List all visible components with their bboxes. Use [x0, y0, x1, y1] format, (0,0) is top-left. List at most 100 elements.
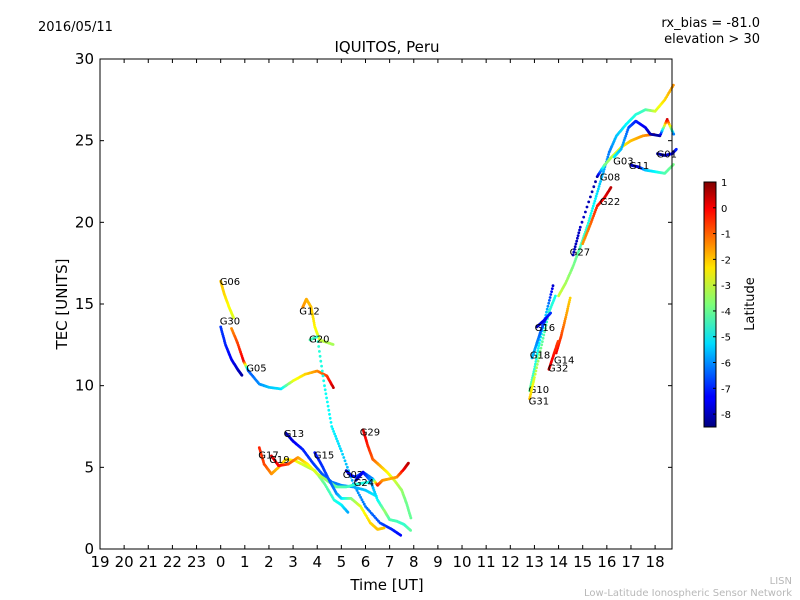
series-G20: G20: [308, 334, 403, 537]
series-label: G10: [529, 385, 549, 396]
data-point: [625, 130, 629, 134]
series-label: G15: [314, 450, 334, 461]
data-point: [339, 447, 342, 450]
data-point: [360, 498, 364, 502]
y-tick-label: 5: [84, 458, 94, 476]
data-point: [551, 284, 555, 288]
data-point: [334, 434, 337, 438]
footer-org: LISN: [769, 576, 792, 587]
x-tick-label: 19: [90, 553, 109, 571]
data-point: [530, 388, 533, 392]
data-point: [566, 307, 570, 310]
data-point: [539, 346, 543, 350]
data-point: [330, 425, 334, 428]
data-point: [356, 491, 360, 495]
data-point: [382, 526, 386, 530]
data-point: [537, 344, 541, 348]
data-point: [546, 304, 550, 308]
data-point: [580, 220, 584, 224]
data-point: [550, 290, 553, 293]
data-point: [601, 172, 605, 176]
data-point: [568, 296, 572, 300]
data-point: [336, 439, 339, 443]
data-point: [598, 182, 602, 186]
series-label: G11: [629, 161, 649, 172]
data-point: [543, 330, 546, 334]
data-point: [565, 309, 569, 313]
y-tick-label: 0: [84, 540, 94, 558]
series-G27: G27: [557, 83, 675, 298]
data-point: [622, 141, 625, 144]
axes: 19 20 21 22 23 0 1 2 3 4 5 6 7 8 9 10 11 12 13 14 15 16 17 1805…: [75, 50, 673, 571]
data-point: [597, 185, 601, 188]
data-point: [567, 302, 571, 306]
series-G03: G03: [612, 118, 676, 167]
chart-title: IQUITOS, Peru: [334, 38, 439, 56]
data-point: [545, 310, 548, 314]
data-point: [532, 380, 535, 384]
data-point: [576, 236, 579, 240]
data-point: [321, 374, 325, 378]
data-point: [566, 305, 570, 308]
data-point: [584, 210, 587, 214]
data-point: [595, 192, 599, 196]
colorbar-tick-label: -8: [721, 410, 731, 421]
colorbar-tick-label: -2: [721, 255, 731, 266]
colorbar-tick-label: -5: [721, 333, 731, 344]
x-tick-label: 14: [549, 553, 568, 571]
data-point: [337, 442, 340, 445]
x-axis-label: Time [UT]: [349, 576, 423, 594]
series-G29: G29: [360, 427, 413, 520]
series-G22: G22: [581, 186, 620, 246]
data-point: [575, 239, 579, 243]
series-G12: G12: [299, 297, 335, 346]
series-label: G13: [284, 429, 304, 440]
data-point: [537, 356, 541, 360]
data-point: [589, 195, 592, 199]
x-tick-label: 0: [216, 553, 226, 571]
series-label: G32: [548, 364, 568, 375]
colorbar-tick-label: 0: [721, 204, 727, 215]
colorbar-tick-label: -4: [721, 307, 731, 318]
data-point: [332, 430, 335, 433]
data-point: [535, 366, 538, 370]
data-point: [600, 175, 604, 179]
data-point: [331, 427, 335, 431]
data-point: [622, 138, 626, 142]
data-point: [594, 180, 597, 184]
data-point: [355, 489, 359, 492]
series-label: G19: [269, 455, 289, 466]
data-point: [328, 412, 331, 416]
colorbar-label: Latitude: [743, 277, 758, 331]
data-point: [407, 461, 410, 465]
x-tick-label: 7: [385, 553, 395, 571]
data-point: [326, 404, 330, 408]
data-point: [626, 128, 630, 132]
data-point: [567, 300, 571, 304]
data-point: [358, 493, 361, 497]
x-tick-label: 17: [621, 553, 640, 571]
series-label: G02: [343, 470, 363, 481]
data-point: [344, 462, 348, 466]
data-point: [536, 359, 540, 363]
series-label: G16: [535, 323, 555, 334]
data-point: [361, 500, 365, 504]
series-G10: G10: [528, 284, 555, 396]
data-point: [619, 147, 623, 151]
footer-org-full: Low-Latitude Ionospheric Sensor Network: [584, 588, 792, 599]
data-point: [335, 437, 338, 441]
series-label: G01: [657, 150, 677, 161]
data-point: [240, 373, 244, 377]
data-point: [568, 298, 572, 302]
data-point: [593, 199, 597, 203]
series-label: G14: [554, 356, 574, 367]
data-point: [341, 452, 344, 456]
rx-bias-label: rx_bias = -81.0: [661, 16, 760, 31]
series-label: G03: [613, 156, 633, 167]
series-G24: G24: [354, 470, 412, 532]
data-point: [346, 465, 349, 469]
data-point: [672, 83, 675, 87]
data-point: [315, 335, 319, 339]
data-point: [586, 224, 589, 228]
data-point: [578, 228, 581, 232]
